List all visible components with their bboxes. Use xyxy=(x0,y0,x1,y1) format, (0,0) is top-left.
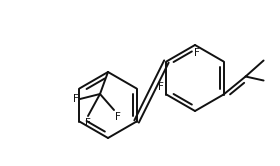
Text: F: F xyxy=(158,82,164,91)
Text: F: F xyxy=(85,118,91,128)
Text: F: F xyxy=(194,48,200,58)
Text: F: F xyxy=(115,112,121,122)
Text: F: F xyxy=(73,94,79,104)
